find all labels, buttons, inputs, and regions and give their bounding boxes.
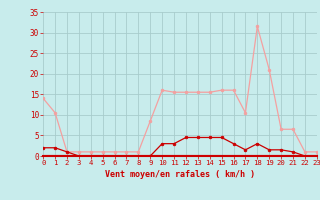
X-axis label: Vent moyen/en rafales ( km/h ): Vent moyen/en rafales ( km/h ) — [105, 170, 255, 179]
